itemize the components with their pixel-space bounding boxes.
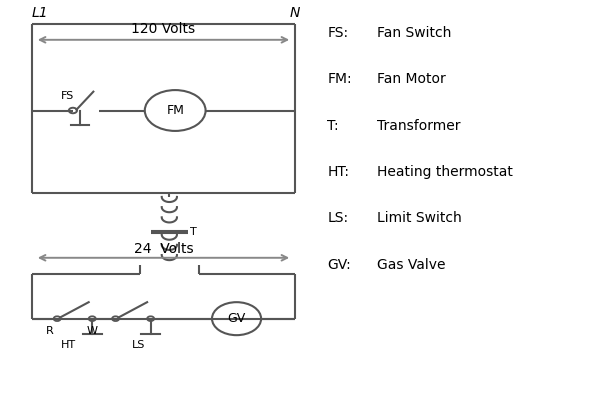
Text: 24  Volts: 24 Volts	[134, 242, 194, 256]
Text: HT:: HT:	[327, 165, 349, 179]
Text: GV: GV	[227, 312, 245, 325]
Text: LS:: LS:	[327, 212, 348, 226]
Text: Heating thermostat: Heating thermostat	[377, 165, 513, 179]
Text: Fan Switch: Fan Switch	[377, 26, 451, 40]
Text: L1: L1	[32, 6, 48, 20]
Text: GV:: GV:	[327, 258, 351, 272]
Text: FM: FM	[166, 104, 184, 117]
Text: Fan Motor: Fan Motor	[377, 72, 445, 86]
Text: T:: T:	[327, 119, 339, 133]
Text: LS: LS	[132, 340, 146, 350]
Text: FS:: FS:	[327, 26, 348, 40]
Text: N: N	[290, 6, 300, 20]
Text: HT: HT	[61, 340, 76, 350]
Text: R: R	[45, 326, 54, 336]
Text: Limit Switch: Limit Switch	[377, 212, 461, 226]
Text: Gas Valve: Gas Valve	[377, 258, 445, 272]
Text: FS: FS	[61, 91, 74, 101]
Text: T: T	[190, 227, 196, 237]
Text: Transformer: Transformer	[377, 119, 460, 133]
Text: FM:: FM:	[327, 72, 352, 86]
Text: 120 Volts: 120 Volts	[132, 22, 195, 36]
Text: W: W	[87, 326, 98, 336]
